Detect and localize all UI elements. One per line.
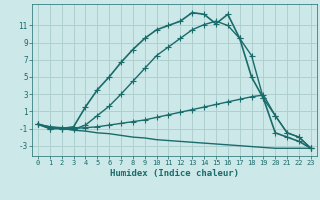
X-axis label: Humidex (Indice chaleur): Humidex (Indice chaleur) (110, 169, 239, 178)
